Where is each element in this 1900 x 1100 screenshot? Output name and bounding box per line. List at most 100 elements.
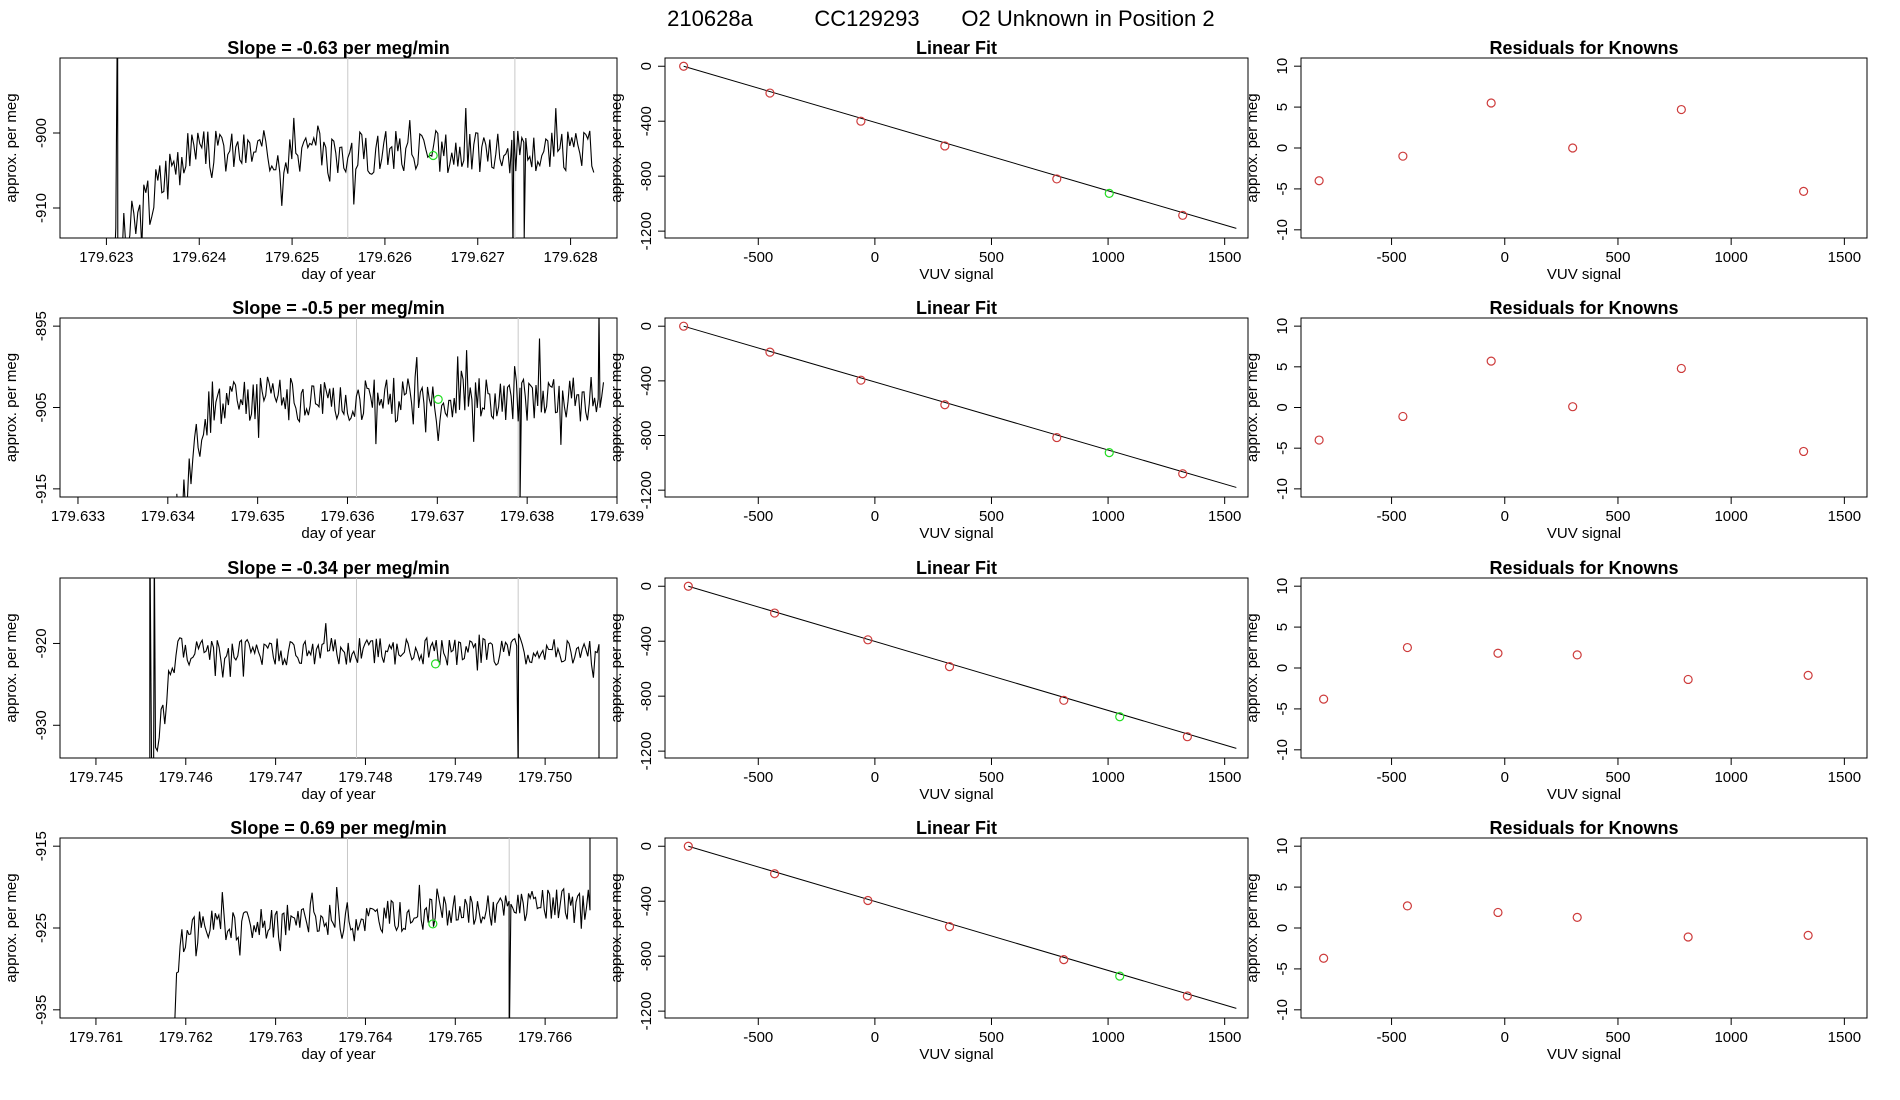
y-tick-label: -400: [638, 626, 655, 656]
chart-title: Slope = -0.5 per meg/min: [232, 298, 445, 318]
fit-line: [683, 65, 1237, 229]
y-tick-label: -800: [638, 420, 655, 450]
x-tick-label: 0: [1501, 249, 1509, 266]
unknown-description: O2 Unknown in Position 2: [961, 6, 1214, 31]
y-tick-label: 10: [1274, 318, 1291, 335]
x-tick-label: 179.637: [410, 508, 464, 525]
unknown-point: [1115, 712, 1125, 722]
x-axis-label: VUV signal: [1547, 786, 1621, 803]
chart-panel-4: Slope = -0.5 per meg/min 179.633 179.634 17…: [3, 298, 644, 542]
y-tick-label: -5: [1274, 182, 1291, 195]
known-point: [765, 88, 775, 98]
y-tick-label: -935: [33, 995, 50, 1025]
x-axis-label: VUV signal: [919, 525, 993, 542]
chart-panel-2: Linear Fit -500 0 500 1000 1500 0 -400 -800 -1200…: [608, 38, 1249, 283]
unknown-point: [1104, 188, 1114, 198]
x-tick-label: 179.638: [500, 508, 554, 525]
known-point: [940, 141, 950, 151]
x-tick-label: 1000: [1091, 249, 1124, 266]
x-tick-label: 0: [1501, 1029, 1509, 1046]
y-tick-label: -915: [33, 474, 50, 504]
x-tick-label: 179.747: [248, 769, 302, 786]
chart-title: Residuals for Knowns: [1489, 558, 1678, 578]
known-point: [679, 321, 689, 331]
x-tick-label: 1500: [1828, 769, 1861, 786]
known-point: [944, 922, 955, 932]
x-tick-label: 1000: [1714, 1029, 1747, 1046]
x-axis-label: VUV signal: [1547, 266, 1621, 283]
residual-point: [1572, 650, 1582, 660]
chart-title: Residuals for Knowns: [1489, 38, 1678, 58]
x-tick-label: 179.750: [518, 769, 572, 786]
y-tick-label: 0: [638, 62, 655, 70]
x-tick-label: 1500: [1828, 508, 1861, 525]
x-tick-label: 0: [1501, 769, 1509, 786]
chart-panel-1: Slope = -0.63 per meg/min 179.623 179.624 1…: [3, 38, 618, 283]
chart-title: Linear Fit: [916, 38, 997, 58]
x-tick-label: 1500: [1208, 1029, 1241, 1046]
x-tick-label: 1000: [1091, 769, 1124, 786]
y-tick-label: 0: [1274, 924, 1291, 932]
plot-area: [1319, 901, 1813, 963]
unknown-point: [433, 394, 443, 404]
x-tick-label: 1000: [1091, 508, 1124, 525]
plot-area: [1314, 356, 1809, 457]
x-tick-label: 179.764: [338, 1029, 392, 1046]
plot-area: [679, 61, 1237, 229]
x-tick-label: 179.639: [590, 508, 644, 525]
known-point: [863, 635, 873, 645]
known-point: [1178, 469, 1188, 479]
known-point: [944, 662, 955, 672]
plot-area: [1314, 98, 1809, 196]
plot-area: [1319, 642, 1813, 704]
y-tick-label: 0: [1274, 664, 1291, 672]
fit-line: [688, 845, 1237, 1009]
residual-point: [1314, 435, 1324, 445]
known-point: [770, 608, 780, 618]
x-tick-label: -500: [743, 249, 773, 266]
y-tick-label: 0: [638, 842, 655, 850]
fit-line: [683, 325, 1237, 488]
x-tick-label: 1500: [1208, 769, 1241, 786]
x-tick-label: 0: [871, 508, 879, 525]
x-tick-label: 500: [979, 508, 1004, 525]
chart-panel-8: Linear Fit -500 0 500 1000 1500 0 -400 -800 -1200…: [608, 558, 1249, 803]
chart-title: Residuals for Knowns: [1489, 818, 1678, 838]
y-tick-label: -920: [33, 628, 50, 658]
chart-panel-9: Residuals for Knowns -500 0 500 1000 1500 10 5 0…: [1244, 558, 1868, 803]
residual-point: [1493, 648, 1503, 658]
x-tick-label: 179.626: [358, 249, 412, 266]
run-id: 210628a: [667, 6, 753, 31]
x-tick-label: 179.634: [141, 508, 195, 525]
y-axis-label: approx. per meg: [3, 93, 20, 202]
residual-point: [1398, 411, 1408, 422]
x-tick-label: 1000: [1714, 769, 1747, 786]
x-axis-label: VUV signal: [1547, 525, 1621, 542]
plot-frame: [664, 317, 1249, 498]
residual-point: [1683, 932, 1693, 942]
x-tick-label: 179.624: [172, 249, 226, 266]
y-tick-label: -800: [638, 941, 655, 971]
series-line: [176, 318, 605, 497]
y-axis-label: approx. per meg: [3, 873, 20, 982]
chart-panel-7: Slope = -0.34 per meg/min 179.745 179.746 1…: [3, 558, 618, 803]
y-axis-label: approx. per meg: [608, 93, 625, 202]
residual-point: [1799, 446, 1809, 457]
fit-line: [688, 585, 1237, 749]
residual-point: [1676, 104, 1686, 115]
plot-frame: [1300, 317, 1868, 498]
y-axis-label: approx. per meg: [1244, 93, 1261, 202]
y-axis-label: approx. per meg: [608, 613, 625, 722]
x-tick-label: 179.746: [159, 769, 213, 786]
y-tick-label: 0: [638, 582, 655, 590]
x-tick-label: 179.749: [428, 769, 482, 786]
x-tick-label: -500: [1377, 769, 1407, 786]
plot-area: [683, 581, 1237, 749]
y-tick-label: -1200: [638, 212, 655, 250]
known-point: [1182, 732, 1192, 742]
chart-panel-5: Linear Fit -500 0 500 1000 1500 0 -400 -800 -1200…: [608, 298, 1249, 542]
residual-point: [1402, 901, 1413, 911]
y-tick-label: 5: [1274, 103, 1291, 111]
chart-title: Slope = 0.69 per meg/min: [230, 818, 447, 838]
x-tick-label: 179.762: [159, 1029, 213, 1046]
